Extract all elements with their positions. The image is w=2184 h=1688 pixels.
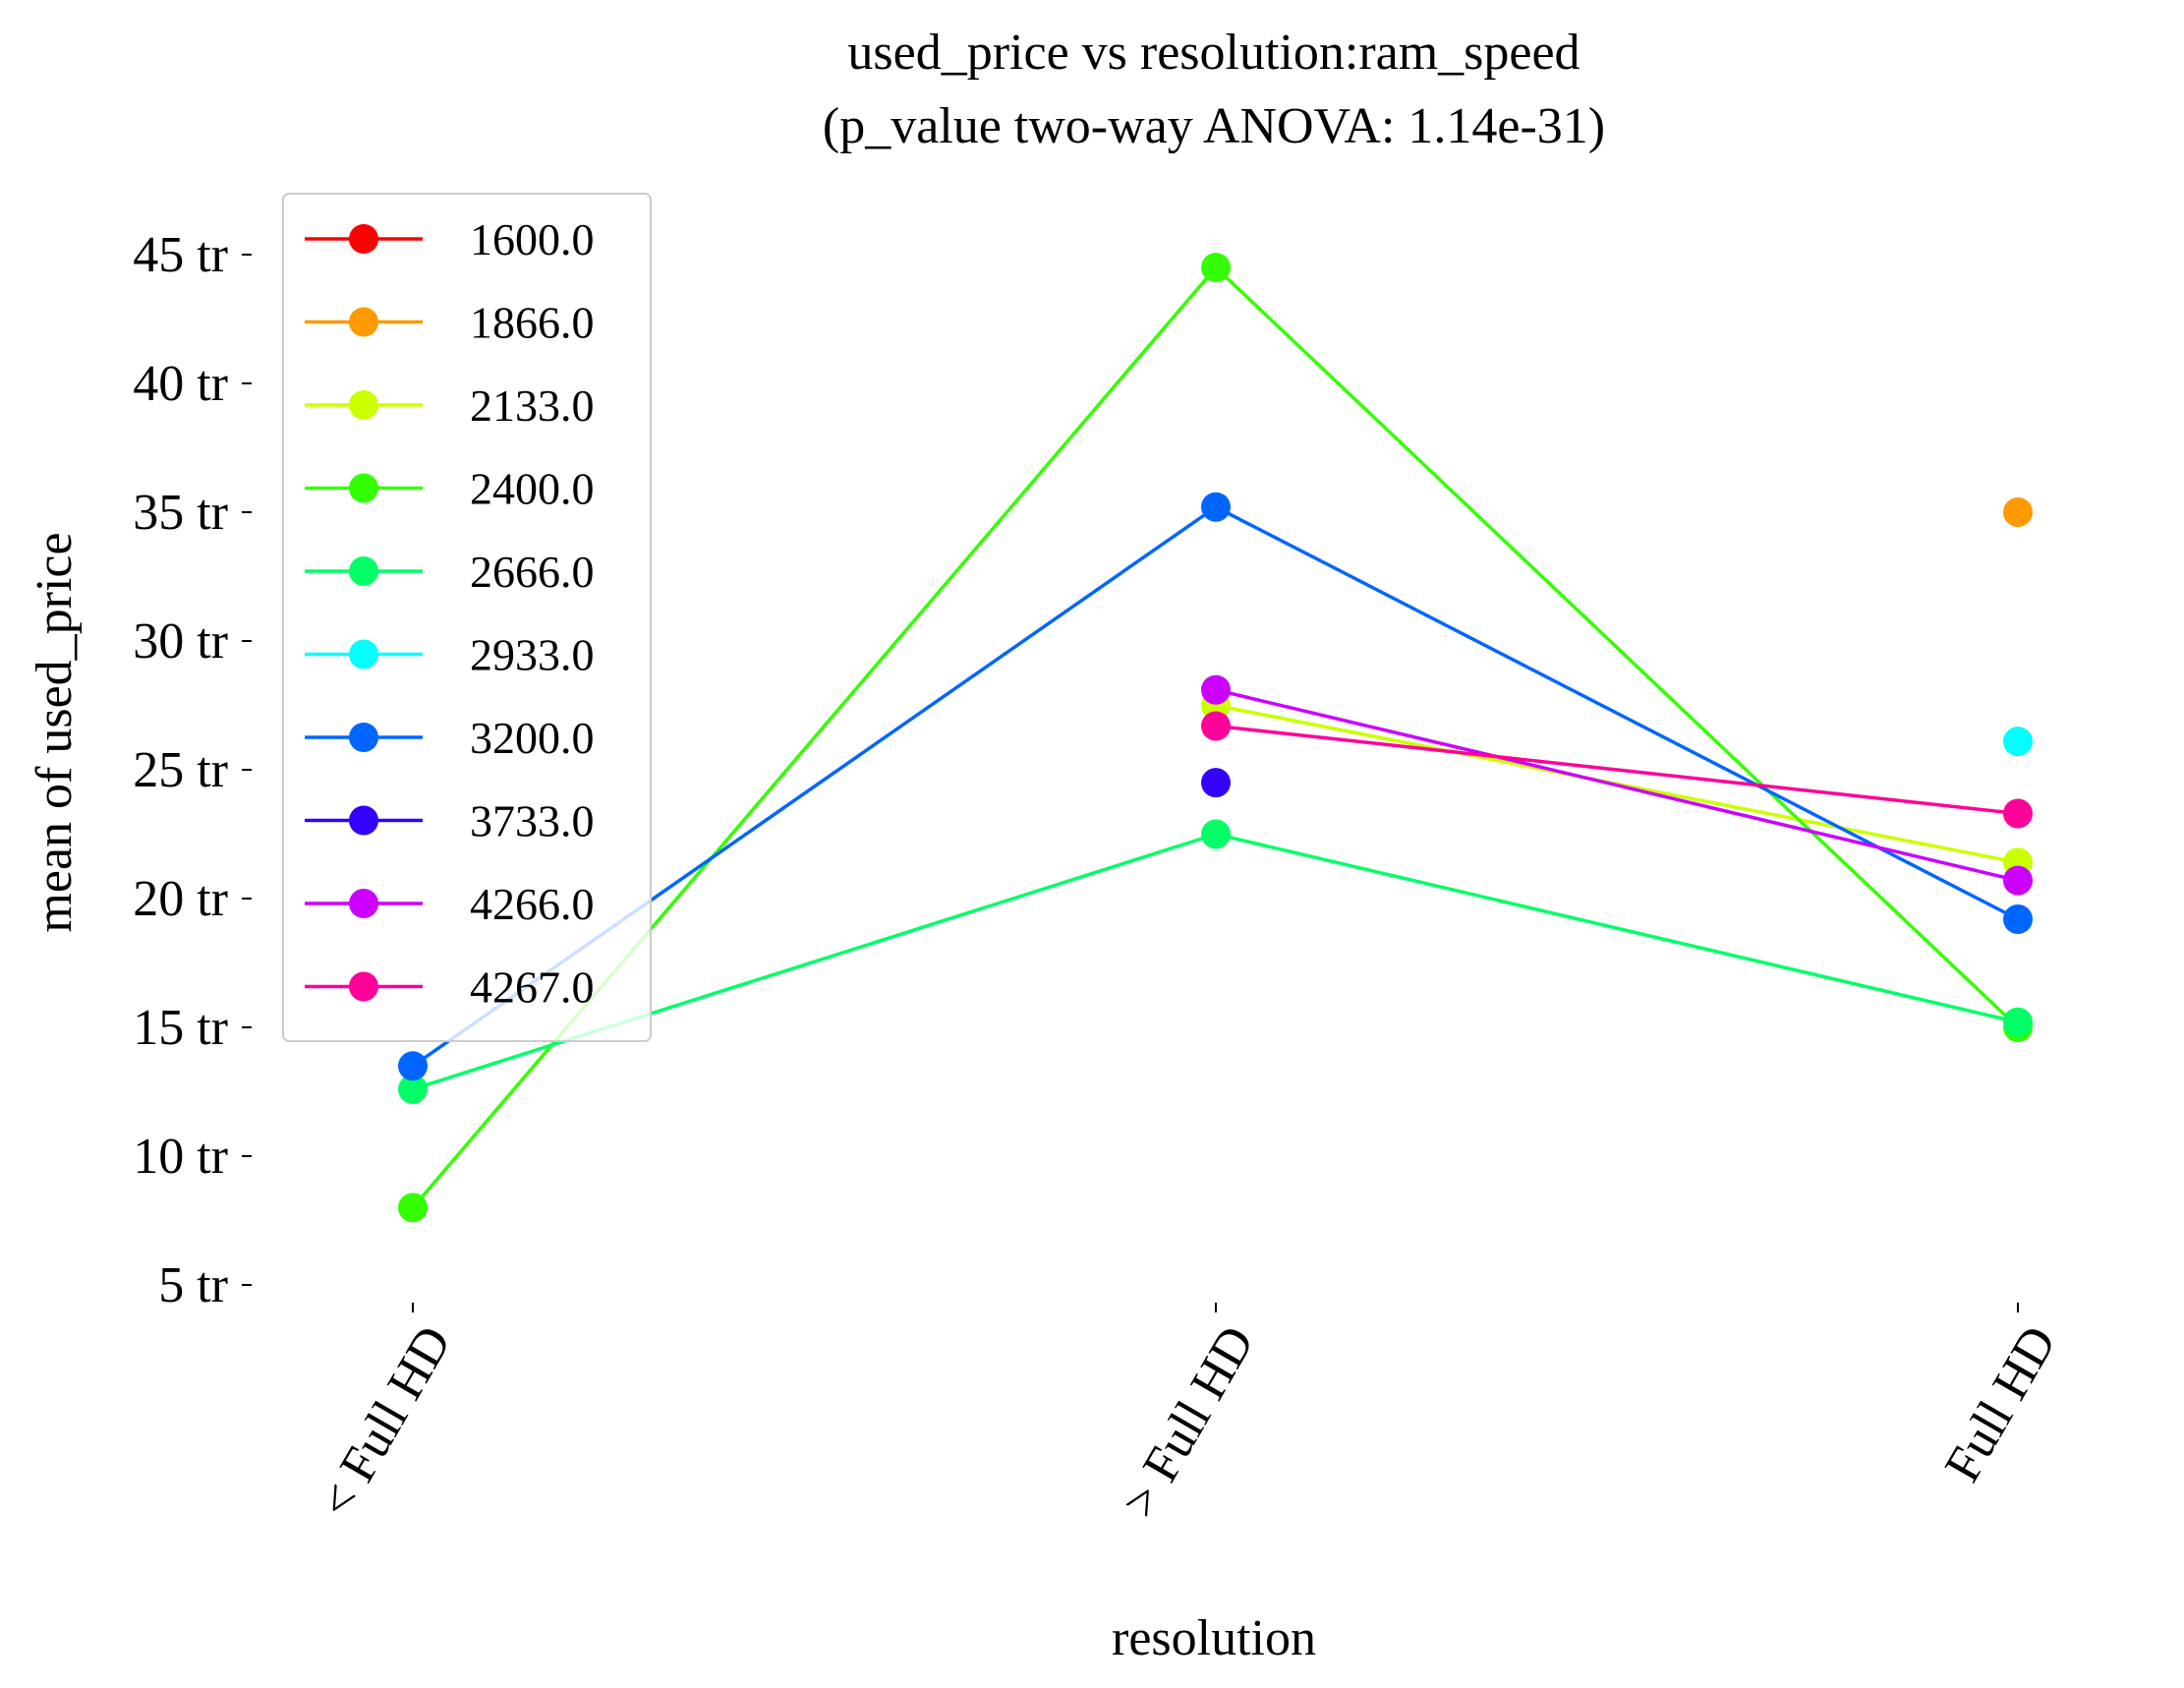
data-point — [1201, 253, 1231, 283]
legend-swatch-marker — [349, 390, 378, 420]
x-tick-label: Full HD — [1934, 1317, 2067, 1491]
legend-label: 2400.0 — [470, 464, 595, 514]
y-axis-label: mean of used_price — [27, 532, 83, 932]
series-line — [1215, 832, 2019, 1024]
chart-title: used_price vs resolution:ram_speed — [847, 25, 1580, 81]
series-line — [1215, 724, 2019, 816]
legend-items: 1600.0 1866.0 2133.0 2400.0 2666.0 2933.0 3200… — [305, 214, 595, 1013]
series-line — [412, 832, 1217, 1091]
y-tick-label: 35 tr — [133, 485, 228, 541]
data-point — [398, 1051, 428, 1081]
legend-label: 4266.0 — [470, 879, 595, 929]
x-axis: < Full HD > Full HD Full HD — [309, 1303, 2067, 1528]
y-tick-label: 20 tr — [133, 871, 228, 927]
y-tick-label: 30 tr — [133, 613, 228, 669]
legend-swatch-marker — [349, 805, 378, 836]
plot-lines — [411, 265, 2020, 1209]
data-point — [398, 1074, 428, 1104]
legend-label: 3200.0 — [470, 713, 595, 763]
legend-label: 4267.0 — [470, 962, 595, 1013]
series-line — [411, 265, 1218, 1209]
data-point — [2003, 727, 2033, 757]
data-point — [1201, 492, 1231, 522]
legend-swatch-marker — [349, 556, 378, 586]
legend-label: 2133.0 — [470, 380, 595, 431]
data-point — [2003, 798, 2033, 829]
legend-swatch-marker — [349, 723, 378, 752]
data-point — [2003, 903, 2033, 934]
x-axis-label: resolution — [1112, 1610, 1316, 1666]
y-tick-label: 15 tr — [133, 1000, 228, 1056]
y-axis: 5 tr 10 tr 15 tr 20 tr 25 tr 30 tr 35 tr 40 tr 4… — [133, 227, 252, 1313]
y-tick-label: 40 tr — [133, 356, 228, 412]
legend-swatch-marker — [349, 307, 378, 337]
legend: 1600.0 1866.0 2133.0 2400.0 2666.0 2933.0 3200… — [282, 193, 652, 1042]
legend-swatch-marker — [349, 224, 378, 254]
legend-swatch-marker — [349, 639, 378, 669]
legend-swatch-marker — [349, 889, 378, 918]
y-tick-label: 45 tr — [133, 227, 228, 283]
legend-swatch-marker — [349, 971, 378, 1002]
plot-markers — [398, 253, 2033, 1223]
x-tick-label: < Full HD — [309, 1317, 462, 1528]
data-point — [2003, 865, 2033, 896]
chart-subtitle: (p_value two-way ANOVA: 1.14e-31) — [823, 98, 1605, 154]
data-point — [2003, 497, 2033, 527]
legend-label: 1866.0 — [470, 298, 595, 348]
legend-label: 2666.0 — [470, 547, 595, 597]
data-point — [2003, 1007, 2033, 1037]
data-point — [1201, 819, 1231, 849]
x-tick-label: > Full HD — [1112, 1317, 1265, 1528]
data-point — [398, 1193, 428, 1223]
y-tick-label: 10 tr — [133, 1129, 228, 1185]
legend-label: 1600.0 — [470, 214, 595, 264]
series-line — [1214, 265, 2020, 1029]
data-point — [1201, 768, 1231, 798]
legend-label: 2933.0 — [470, 630, 595, 680]
data-point — [1201, 711, 1231, 741]
series-line — [1215, 688, 2019, 883]
y-tick-label: 25 tr — [133, 742, 228, 798]
legend-swatch-marker — [349, 473, 378, 503]
y-tick-label: 5 tr — [158, 1257, 228, 1313]
series-line — [1215, 505, 2019, 921]
data-point — [1201, 674, 1231, 705]
legend-label: 3733.0 — [470, 796, 595, 846]
